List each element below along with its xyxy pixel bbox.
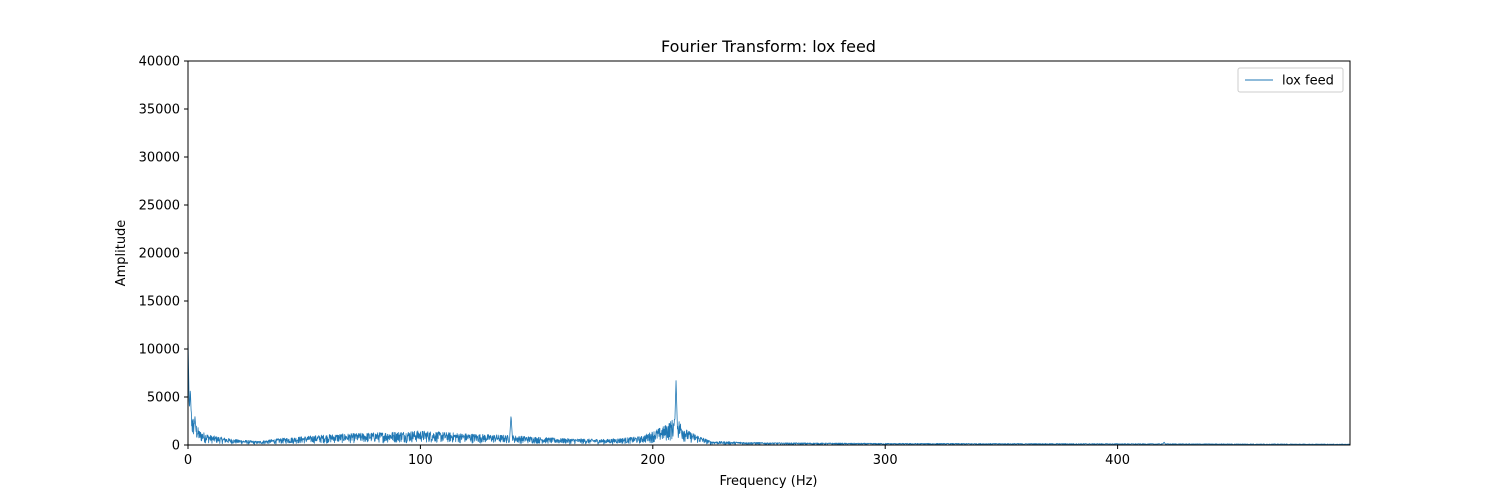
x-tick-label: 300 [873,453,898,468]
y-tick-label: 20000 [139,247,180,262]
legend-label: lox feed [1282,74,1334,89]
x-tick-label: 100 [408,453,433,468]
y-tick-label: 35000 [139,103,180,118]
y-tick-label: 40000 [139,55,180,70]
x-tick-label: 200 [640,453,665,468]
y-tick-label: 15000 [139,295,180,310]
spectrum-line [187,336,1350,446]
legend-box [1237,67,1344,93]
x-tick-label: 400 [1105,453,1130,468]
chart-title: Fourier Transform: lox feed [661,37,876,56]
y-tick-label: 0 [172,439,180,454]
x-axis-ticks: 0 100 200 300 400 [184,445,1130,468]
x-tick-label: 0 [184,453,192,468]
y-tick-label: 5000 [147,391,180,406]
y-tick-label: 10000 [139,343,180,358]
x-axis-label: Frequency (Hz) [719,474,817,489]
legend: lox feed [1237,67,1344,93]
y-axis-ticks: 0 5000 10000 15000 20000 25000 30000 35000 40000 [139,55,188,454]
y-tick-label: 25000 [139,199,180,214]
spectrum-series [187,336,1350,446]
y-tick-label: 30000 [139,151,180,166]
y-axis-label: Amplitude [114,220,129,287]
